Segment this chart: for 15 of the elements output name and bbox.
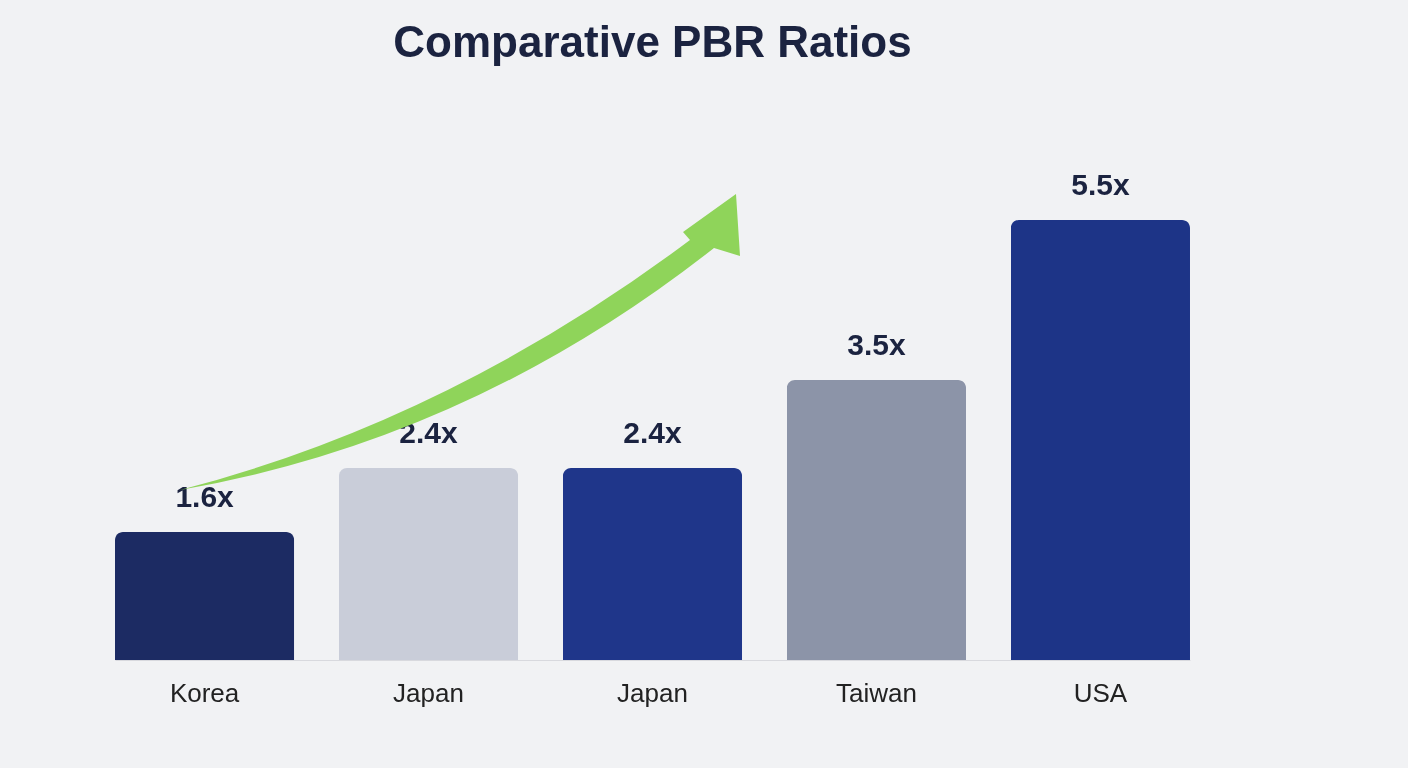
- data-label: 5.5x: [1071, 168, 1130, 201]
- bar: [786, 380, 967, 660]
- x-tick-label: Taiwan: [835, 677, 917, 708]
- bar: [115, 532, 295, 660]
- data-label: 2.4x: [623, 416, 683, 449]
- bar: [338, 468, 519, 660]
- x-tick-label: Japan: [617, 677, 688, 708]
- data-label: 1.6x: [175, 480, 235, 513]
- x-tick-label: Japan: [393, 677, 464, 708]
- x-tick-label: USA: [1073, 677, 1128, 708]
- x-tick-label: Korea: [169, 677, 240, 708]
- bar: [1010, 220, 1190, 660]
- data-label: 3.5x: [847, 328, 906, 361]
- chart-title: Comparative PBR Ratios: [393, 17, 912, 66]
- bar: [562, 468, 743, 660]
